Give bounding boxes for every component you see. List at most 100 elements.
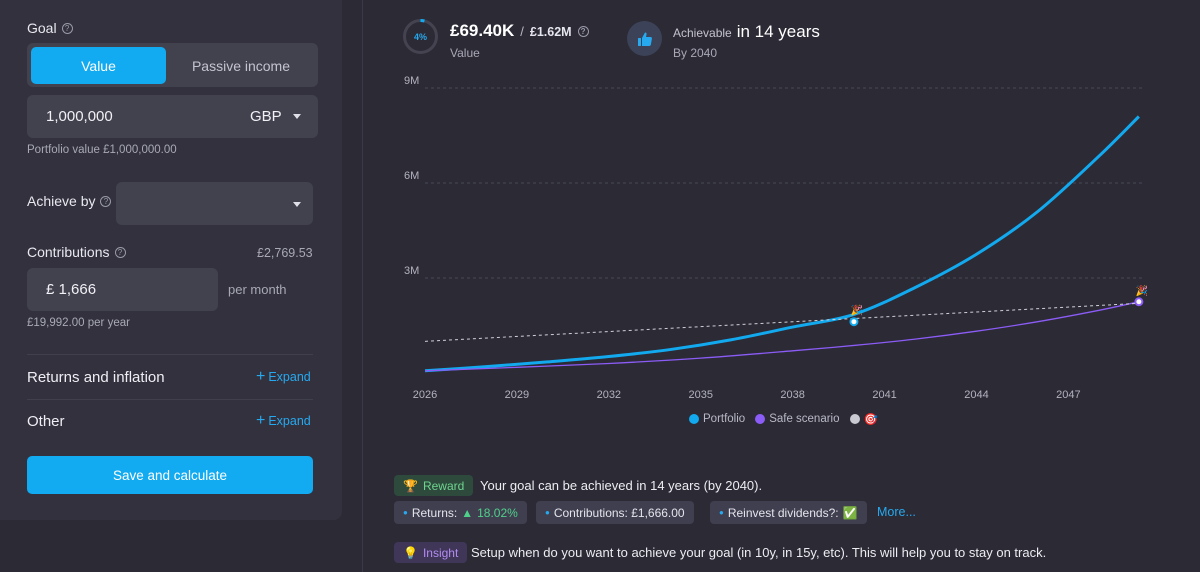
help-icon[interactable]: ? <box>114 246 126 258</box>
x-tick-label: 2029 <box>505 389 529 401</box>
contribution-input[interactable]: £ 1,666 <box>46 281 97 298</box>
contributions-total: £2,769.53 <box>257 246 313 260</box>
tab-passive-income[interactable]: Passive income <box>191 57 291 74</box>
y-tick-label: 9M <box>404 75 419 87</box>
chevron-down-icon[interactable] <box>293 202 301 207</box>
help-icon[interactable]: ? <box>100 195 112 207</box>
goal-type-toggle: Value Passive income <box>27 43 318 87</box>
reward-text: Your goal can be achieved in 14 years (b… <box>480 478 763 493</box>
legend-target[interactable]: 🎯 <box>849 412 878 426</box>
value-stat: £69.40K / £1.62M ? <box>450 21 589 41</box>
goal-marker <box>849 317 859 327</box>
other-expand-link[interactable]: + Expand <box>256 412 311 429</box>
x-tick-label: 2041 <box>872 389 896 401</box>
help-icon[interactable]: ? <box>61 22 73 34</box>
divider <box>27 354 313 355</box>
plus-icon: + <box>256 412 266 429</box>
per-month-label: per month <box>228 282 287 297</box>
arrow-up-icon: ▲ <box>461 505 474 520</box>
legend-safe-label: Safe scenario <box>769 413 840 425</box>
goal-settings-panel: Goal ? Value Passive income 1,000,000 GB… <box>0 0 342 520</box>
bullet-icon: ● <box>403 508 408 517</box>
help-icon[interactable]: ? <box>577 25 589 37</box>
insight-text: Setup when do you want to achieve your g… <box>471 545 1047 560</box>
plus-icon: + <box>256 368 266 385</box>
other-section-title: Other <box>27 413 65 430</box>
separator: / <box>520 24 524 39</box>
series-line-portfolio <box>424 115 1140 373</box>
thumbs-up-icon <box>627 21 662 56</box>
returns-chip[interactable]: ● Returns: ▲ 18.02% <box>394 501 527 524</box>
chart-legend: Portfolio Safe scenario 🎯 <box>689 412 878 426</box>
save-and-calculate-button[interactable]: Save and calculate <box>27 456 313 494</box>
reinvest-chip[interactable]: ● Reinvest dividends?: ✅ <box>710 501 867 524</box>
returns-chip-value: 18.02% <box>477 505 518 520</box>
contributions-label-row: Contributions ? <box>27 244 126 260</box>
safe-dot <box>755 414 766 424</box>
achievable-label: Achievable <box>673 26 732 40</box>
x-tick-label: 2026 <box>413 389 437 401</box>
goal-label: Goal <box>27 20 57 36</box>
achieve-by-label-row: Achieve by ? <box>27 193 112 209</box>
panel-divider <box>362 0 363 572</box>
reward-badge: 🏆 Reward <box>394 475 474 496</box>
returns-chip-label: Returns: <box>411 505 458 520</box>
x-tick-label: 2044 <box>964 389 988 401</box>
projection-chart: 9M 6M 3M 2026 2029 2032 2035 2038 2041 2044 2047 🎉 🎉 <box>404 75 1148 401</box>
achievable-years: in 14 years <box>736 22 820 41</box>
party-icon: 🎉 <box>851 304 863 317</box>
y-tick-label: 3M <box>404 265 419 277</box>
bullet-icon: ● <box>545 508 550 517</box>
expand-label: Expand <box>268 370 311 384</box>
chevron-down-icon[interactable] <box>293 114 301 119</box>
progress-label: 4% <box>414 32 427 42</box>
per-year-note: £19,992.00 per year <box>27 317 130 329</box>
legend-safe[interactable]: Safe scenario <box>755 413 840 425</box>
insight-label: Insight <box>422 545 459 560</box>
check-icon: ✅ <box>842 505 858 520</box>
goal-label-row: Goal ? <box>27 20 73 36</box>
lightbulb-icon: 💡 <box>403 545 418 560</box>
more-link[interactable]: More... <box>877 505 916 519</box>
goal-marker <box>1134 297 1144 307</box>
progress-arc <box>403 19 438 54</box>
divider <box>27 399 313 400</box>
contribution-field[interactable]: £ 1,666 <box>27 268 218 311</box>
y-tick-label: 6M <box>404 170 419 182</box>
legend-portfolio[interactable]: Portfolio <box>689 413 745 425</box>
x-tick-label: 2047 <box>1056 389 1080 401</box>
goal-value-input[interactable]: 1,000,000 <box>46 108 113 125</box>
portfolio-dot <box>689 414 699 424</box>
value-label: Value <box>450 46 480 60</box>
goal-value-field[interactable]: 1,000,000 GBP <box>27 95 318 138</box>
target-value: £1.62M <box>529 25 572 39</box>
legend-portfolio-label: Portfolio <box>703 413 746 425</box>
series-line-target <box>424 302 1139 342</box>
contributions-chip[interactable]: ● Contributions: £1,666.00 <box>536 501 694 524</box>
reinvest-chip-label: Reinvest dividends?: <box>727 505 839 520</box>
target-icon: 🎯 <box>863 414 878 426</box>
achieve-by-year: By 2040 <box>673 46 718 60</box>
achieve-by-select[interactable] <box>116 182 313 225</box>
insight-badge: 💡 Insight <box>394 542 468 563</box>
returns-section-title: Returns and inflation <box>27 369 165 386</box>
trophy-icon: 🏆 <box>403 478 418 493</box>
expand-label: Expand <box>268 414 311 428</box>
bullet-icon: ● <box>719 508 724 517</box>
party-icon: 🎉 <box>1136 284 1148 297</box>
portfolio-value-note: Portfolio value £1,000,000.00 <box>27 144 177 156</box>
contributions-label: Contributions <box>27 244 110 260</box>
returns-expand-link[interactable]: + Expand <box>256 368 311 385</box>
contributions-chip-label: Contributions: £1,666.00 <box>553 505 685 520</box>
progress-ring: 4% <box>403 19 438 54</box>
tab-value[interactable]: Value <box>31 47 166 84</box>
series-line-safe-scenario <box>424 301 1140 372</box>
x-tick-label: 2038 <box>780 389 804 401</box>
currency-select[interactable]: GBP <box>250 108 282 125</box>
reward-label: Reward <box>422 478 465 493</box>
achievable-line: Achievable in 14 years <box>673 22 820 42</box>
achieve-by-label: Achieve by <box>27 193 96 209</box>
x-tick-label: 2035 <box>689 389 713 401</box>
x-tick-label: 2032 <box>597 389 621 401</box>
current-value: £69.40K <box>450 21 515 40</box>
